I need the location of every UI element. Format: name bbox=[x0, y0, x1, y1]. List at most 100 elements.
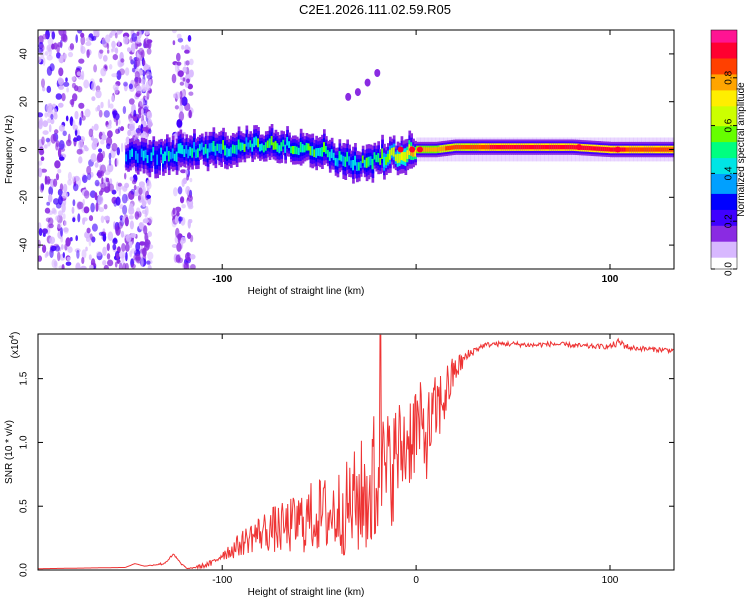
colorbar-cell bbox=[711, 129, 737, 135]
noise-speck bbox=[137, 113, 142, 119]
ridge-cell bbox=[538, 145, 541, 150]
ridge-cell bbox=[135, 151, 138, 160]
noise-speck bbox=[111, 73, 118, 78]
ridge-cell bbox=[385, 157, 388, 165]
noise-speck bbox=[85, 41, 92, 47]
noise-speck bbox=[38, 146, 45, 156]
ridge-cell bbox=[237, 139, 241, 150]
noise-speck bbox=[114, 261, 118, 268]
noise-speck bbox=[139, 98, 145, 107]
colorbar-tick-label: 0.8 bbox=[724, 70, 735, 84]
colorbar-cell bbox=[711, 38, 737, 43]
noise-speck bbox=[125, 251, 128, 262]
noise-speck bbox=[102, 246, 107, 256]
noise-speck bbox=[107, 130, 113, 138]
colorbar-cell bbox=[711, 253, 737, 258]
noise-speck bbox=[124, 216, 129, 227]
noise-speck bbox=[131, 179, 137, 185]
ridge-cell bbox=[162, 153, 165, 164]
ridge-cell bbox=[146, 155, 150, 163]
ridge-cell bbox=[212, 141, 216, 152]
ridge-cell bbox=[451, 145, 454, 150]
ridge-cell bbox=[342, 155, 346, 166]
ridge-cell bbox=[394, 154, 398, 162]
ridge-cell bbox=[371, 158, 375, 170]
colorbar-cell bbox=[711, 245, 737, 250]
ridge-cell bbox=[142, 150, 146, 161]
ridge-cell bbox=[536, 145, 539, 150]
noise-speck bbox=[38, 47, 44, 53]
ridge-cell bbox=[567, 145, 571, 150]
ridge-cell bbox=[565, 145, 569, 150]
noise-speck bbox=[59, 183, 64, 192]
colorbar-cell bbox=[711, 69, 737, 75]
ridge-cell bbox=[437, 147, 441, 152]
ridge-cell bbox=[187, 149, 190, 159]
noise-speck bbox=[123, 81, 128, 87]
noise-speck bbox=[97, 104, 101, 112]
ridge-cell bbox=[169, 151, 173, 160]
noise-speck bbox=[67, 179, 72, 186]
noise-speck bbox=[77, 213, 81, 223]
noise-speck bbox=[140, 108, 144, 116]
noise-speck bbox=[44, 207, 51, 214]
ridge-cell bbox=[454, 145, 458, 150]
noise-speck bbox=[65, 115, 69, 122]
noise-speck bbox=[76, 249, 80, 259]
noise-speck bbox=[51, 207, 56, 214]
ridge-cell bbox=[309, 146, 313, 156]
noise-speck bbox=[131, 32, 138, 43]
noise-speck bbox=[185, 252, 192, 262]
colorbar-cell bbox=[711, 201, 737, 206]
ridge-cell bbox=[274, 140, 278, 150]
noise-speck bbox=[145, 71, 152, 79]
noise-speck bbox=[53, 178, 58, 187]
colorbar-cell bbox=[711, 181, 737, 186]
noise-speck bbox=[138, 77, 142, 84]
ridge-cell bbox=[191, 148, 194, 158]
colorbar-cell bbox=[711, 30, 737, 35]
noise-speck bbox=[177, 70, 184, 77]
noise-speck bbox=[42, 130, 49, 136]
noise-speck bbox=[113, 237, 118, 243]
noise-speck bbox=[55, 142, 59, 151]
noise-speck bbox=[173, 187, 178, 197]
noise-speck bbox=[39, 183, 44, 193]
noise-speck bbox=[135, 241, 141, 252]
noise-speck bbox=[116, 181, 119, 192]
noise-speck bbox=[128, 118, 134, 123]
noise-speck bbox=[106, 253, 111, 260]
colorbar-cell bbox=[711, 113, 737, 119]
ridge-cell bbox=[553, 145, 557, 150]
noise-speck bbox=[112, 54, 119, 61]
noise-speck bbox=[81, 257, 85, 264]
ridge-cell bbox=[389, 149, 392, 160]
noise-speck bbox=[81, 249, 87, 259]
colorbar-cell bbox=[711, 137, 737, 143]
noise-speck bbox=[147, 118, 153, 128]
noise-speck bbox=[100, 215, 105, 224]
noise-speck bbox=[58, 124, 65, 132]
noise-speck bbox=[98, 109, 103, 118]
noise-speck bbox=[94, 192, 98, 201]
noise-speck bbox=[107, 49, 110, 54]
ridge-cell bbox=[505, 145, 508, 150]
noise-speck bbox=[79, 117, 82, 126]
colorbar-tick-label: 0.4 bbox=[724, 166, 735, 180]
ridge-cell bbox=[344, 156, 348, 167]
noise-speck bbox=[141, 200, 147, 208]
noise-speck bbox=[106, 243, 110, 252]
ridge-cell bbox=[359, 161, 363, 168]
noise-speck bbox=[128, 241, 133, 246]
noise-speck bbox=[142, 59, 146, 66]
x-tick-label-top: -100 bbox=[212, 274, 232, 285]
noise-speck bbox=[76, 71, 82, 76]
ridge-cell bbox=[268, 138, 272, 148]
noise-speck bbox=[83, 206, 90, 214]
noise-speck bbox=[114, 32, 118, 39]
noise-speck bbox=[179, 81, 185, 86]
noise-speck bbox=[188, 204, 194, 209]
ridge-cell bbox=[619, 147, 623, 152]
ridge-cell bbox=[350, 160, 353, 168]
noise-speck bbox=[146, 90, 150, 100]
